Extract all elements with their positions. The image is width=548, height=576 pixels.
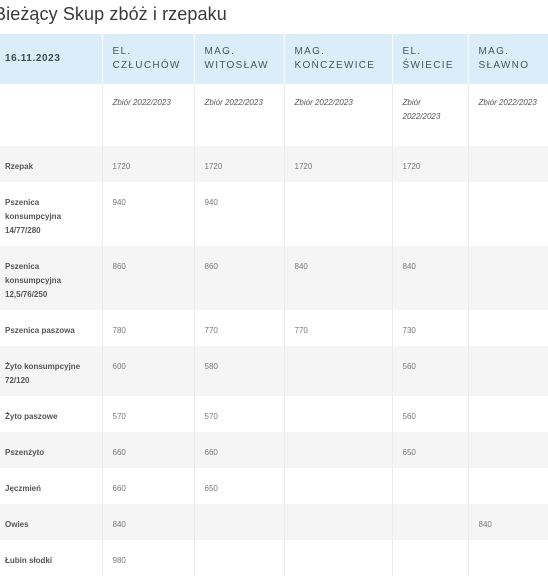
product-name: Żyto konsumpcyjne 72/120 bbox=[0, 346, 103, 396]
price-cell: 580 bbox=[194, 346, 285, 396]
price-cell: 1720 bbox=[194, 146, 285, 182]
price-cell bbox=[194, 540, 285, 576]
price-cell bbox=[284, 468, 393, 504]
price-cell: 1720 bbox=[102, 146, 195, 182]
column-header: EL. ŚWIECIE bbox=[392, 34, 469, 84]
column-header: MAG. KOŃCZEWICE bbox=[284, 34, 393, 84]
price-cell bbox=[284, 540, 393, 576]
price-cell: 840 bbox=[392, 246, 469, 310]
harvest-cell: Zbiór 2022/2023 bbox=[102, 84, 195, 146]
price-cell bbox=[284, 504, 393, 540]
price-cell bbox=[284, 432, 393, 468]
product-name: Owies bbox=[0, 504, 103, 540]
price-cell: 650 bbox=[194, 468, 285, 504]
product-name: Pszenica konsumpcyjna 12,5/76/250 bbox=[0, 246, 103, 310]
product-name: Jęczmień bbox=[0, 468, 103, 504]
price-cell: 730 bbox=[392, 310, 469, 346]
price-cell: 660 bbox=[102, 468, 195, 504]
table-row: Pszenica konsumpcyjna 12,5/76/250 860 86… bbox=[0, 246, 548, 310]
product-name: Łubin słodki bbox=[0, 540, 103, 576]
product-name: Pszenica konsumpcyjna 14/77/280 bbox=[0, 182, 103, 246]
price-cell bbox=[468, 396, 548, 432]
price-cell bbox=[468, 246, 548, 310]
table-row: Żyto konsumpcyjne 72/120 600 580 560 bbox=[0, 346, 548, 396]
price-cell bbox=[392, 182, 469, 246]
price-cell: 570 bbox=[102, 396, 195, 432]
table-row: Pszenica paszowa 780 770 770 730 bbox=[0, 310, 548, 346]
price-cell bbox=[392, 468, 469, 504]
price-cell: 940 bbox=[194, 182, 285, 246]
price-cell: 560 bbox=[392, 396, 469, 432]
price-cell bbox=[468, 540, 548, 576]
table-row: Pszenica konsumpcyjna 14/77/280 940 940 bbox=[0, 182, 548, 246]
product-name: Pszenżyto bbox=[0, 432, 103, 468]
table-row: Pszenżyto 660 660 650 bbox=[0, 432, 548, 468]
price-cell: 840 bbox=[284, 246, 393, 310]
date-header: 16.11.2023 bbox=[0, 34, 103, 84]
price-cell bbox=[392, 504, 469, 540]
column-header: EL. CZŁUCHÓW bbox=[102, 34, 195, 84]
price-cell: 840 bbox=[102, 504, 195, 540]
price-cell: 570 bbox=[194, 396, 285, 432]
price-cell: 770 bbox=[284, 310, 393, 346]
harvest-cell: Zbiór 2022/2023 bbox=[392, 84, 469, 146]
price-cell: 660 bbox=[194, 432, 285, 468]
price-cell: 600 bbox=[102, 346, 195, 396]
column-header: MAG. SŁAWNO bbox=[468, 34, 548, 84]
table-row: Żyto paszowe 570 570 560 bbox=[0, 396, 548, 432]
header-row: 16.11.2023 EL. CZŁUCHÓW MAG. WITOSŁAW MA… bbox=[0, 34, 548, 84]
harvest-row: Zbiór 2022/2023 Zbiór 2022/2023 Zbiór 20… bbox=[0, 84, 548, 146]
price-cell: 1720 bbox=[284, 146, 393, 182]
price-cell bbox=[468, 346, 548, 396]
price-cell: 940 bbox=[102, 182, 195, 246]
harvest-cell: Zbiór 2022/2023 bbox=[284, 84, 393, 146]
price-cell bbox=[468, 146, 548, 182]
price-cell bbox=[468, 310, 548, 346]
product-name: Rzepak bbox=[0, 146, 103, 182]
price-table: 16.11.2023 EL. CZŁUCHÓW MAG. WITOSŁAW MA… bbox=[0, 34, 548, 576]
price-cell bbox=[284, 346, 393, 396]
price-cell bbox=[284, 396, 393, 432]
harvest-label-cell bbox=[0, 84, 103, 146]
table-row: Jęczmień 660 650 bbox=[0, 468, 548, 504]
column-header: MAG. WITOSŁAW bbox=[194, 34, 285, 84]
price-cell: 980 bbox=[102, 540, 195, 576]
price-cell: 860 bbox=[102, 246, 195, 310]
price-cell bbox=[468, 182, 548, 246]
price-cell: 650 bbox=[392, 432, 469, 468]
page-title: Bieżący Skup zbóż i rzepaku bbox=[0, 4, 227, 24]
price-cell: 840 bbox=[468, 504, 548, 540]
table-row: Owies 840 840 bbox=[0, 504, 548, 540]
price-cell: 1720 bbox=[392, 146, 469, 182]
price-cell bbox=[194, 504, 285, 540]
price-cell: 770 bbox=[194, 310, 285, 346]
price-cell: 860 bbox=[194, 246, 285, 310]
product-name: Pszenica paszowa bbox=[0, 310, 103, 346]
price-cell: 560 bbox=[392, 346, 469, 396]
price-cell bbox=[468, 432, 548, 468]
price-cell bbox=[392, 540, 469, 576]
product-name: Żyto paszowe bbox=[0, 396, 103, 432]
price-cell bbox=[284, 182, 393, 246]
price-cell bbox=[468, 468, 548, 504]
harvest-cell: Zbiór 2022/2023 bbox=[194, 84, 285, 146]
table-row: Łubin słodki 980 bbox=[0, 540, 548, 576]
harvest-cell: Zbiór 2022/2023 bbox=[478, 98, 537, 107]
price-cell: 660 bbox=[102, 432, 195, 468]
price-cell: 780 bbox=[102, 310, 195, 346]
table-row: Rzepak 1720 1720 1720 1720 bbox=[0, 146, 548, 182]
